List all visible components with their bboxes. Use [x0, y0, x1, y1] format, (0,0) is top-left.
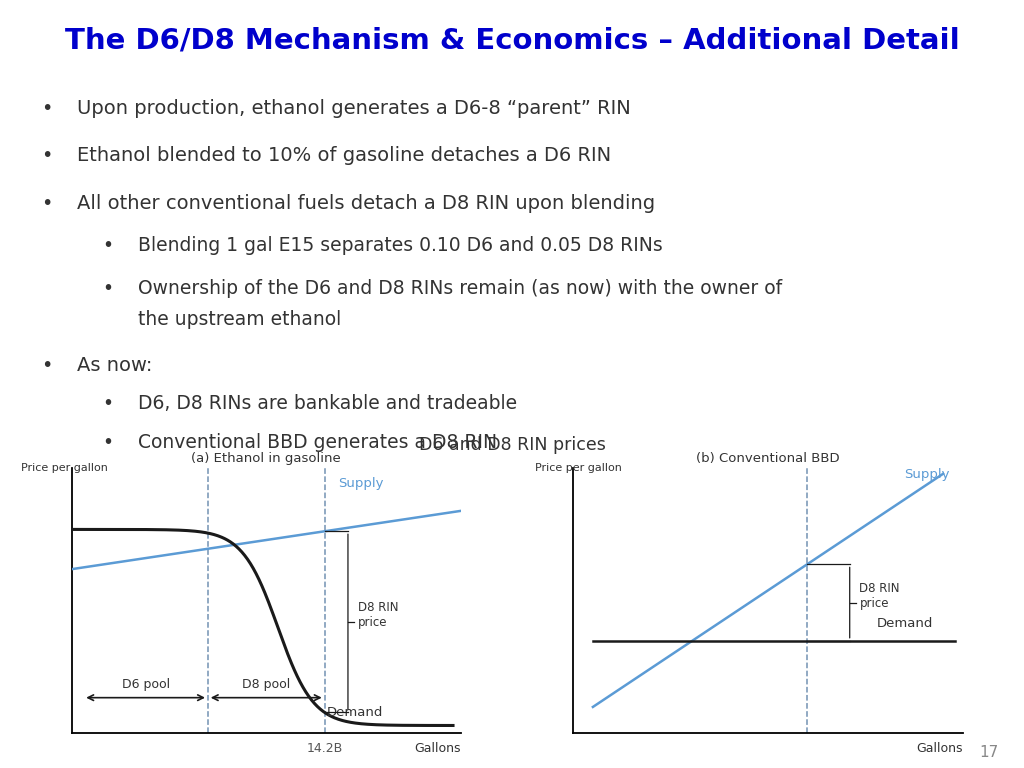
Text: Gallons: Gallons — [916, 742, 963, 755]
Text: Supply: Supply — [338, 477, 384, 490]
Text: Blending 1 gal E15 separates 0.10 D6 and 0.05 D8 RINs: Blending 1 gal E15 separates 0.10 D6 and… — [138, 236, 663, 255]
Text: the upstream ethanol: the upstream ethanol — [138, 310, 341, 329]
Title: (b) Conventional BBD: (b) Conventional BBD — [696, 452, 840, 465]
Text: 14.2B: 14.2B — [306, 742, 343, 755]
Text: Price per gallon: Price per gallon — [535, 463, 622, 473]
Text: Demand: Demand — [327, 706, 383, 719]
Text: •: • — [41, 147, 52, 165]
Text: Conventional BBD generates a D8 RIN: Conventional BBD generates a D8 RIN — [138, 432, 498, 452]
Text: •: • — [102, 395, 114, 413]
Text: Upon production, ethanol generates a D6-8 “parent” RIN: Upon production, ethanol generates a D6-… — [77, 99, 631, 118]
Text: Price per gallon: Price per gallon — [22, 463, 108, 473]
Text: •: • — [102, 432, 114, 452]
Text: •: • — [41, 356, 52, 375]
Text: As now:: As now: — [77, 356, 153, 375]
Text: D6, D8 RINs are bankable and tradeable: D6, D8 RINs are bankable and tradeable — [138, 395, 517, 413]
Text: D8 RIN
price: D8 RIN price — [357, 601, 398, 629]
Text: •: • — [102, 236, 114, 255]
Text: D6 pool: D6 pool — [122, 678, 170, 691]
Text: D8 pool: D8 pool — [242, 678, 291, 691]
Text: Ownership of the D6 and D8 RINs remain (as now) with the owner of: Ownership of the D6 and D8 RINs remain (… — [138, 280, 782, 299]
Text: •: • — [102, 280, 114, 299]
Text: All other conventional fuels detach a D8 RIN upon blending: All other conventional fuels detach a D8… — [77, 194, 655, 213]
Text: Demand: Demand — [877, 617, 933, 631]
Text: Gallons: Gallons — [415, 742, 461, 755]
Text: Supply: Supply — [904, 468, 949, 481]
Text: •: • — [41, 99, 52, 118]
Text: Ethanol blended to 10% of gasoline detaches a D6 RIN: Ethanol blended to 10% of gasoline detac… — [77, 147, 611, 165]
Text: The D6/D8 Mechanism & Economics – Additional Detail: The D6/D8 Mechanism & Economics – Additi… — [65, 26, 959, 55]
Text: •: • — [41, 194, 52, 213]
Text: 17: 17 — [979, 745, 998, 760]
Text: D8 RIN
price: D8 RIN price — [859, 582, 900, 610]
Title: (a) Ethanol in gasoline: (a) Ethanol in gasoline — [191, 452, 341, 465]
Text: D6 and D8 RIN prices: D6 and D8 RIN prices — [419, 436, 605, 455]
